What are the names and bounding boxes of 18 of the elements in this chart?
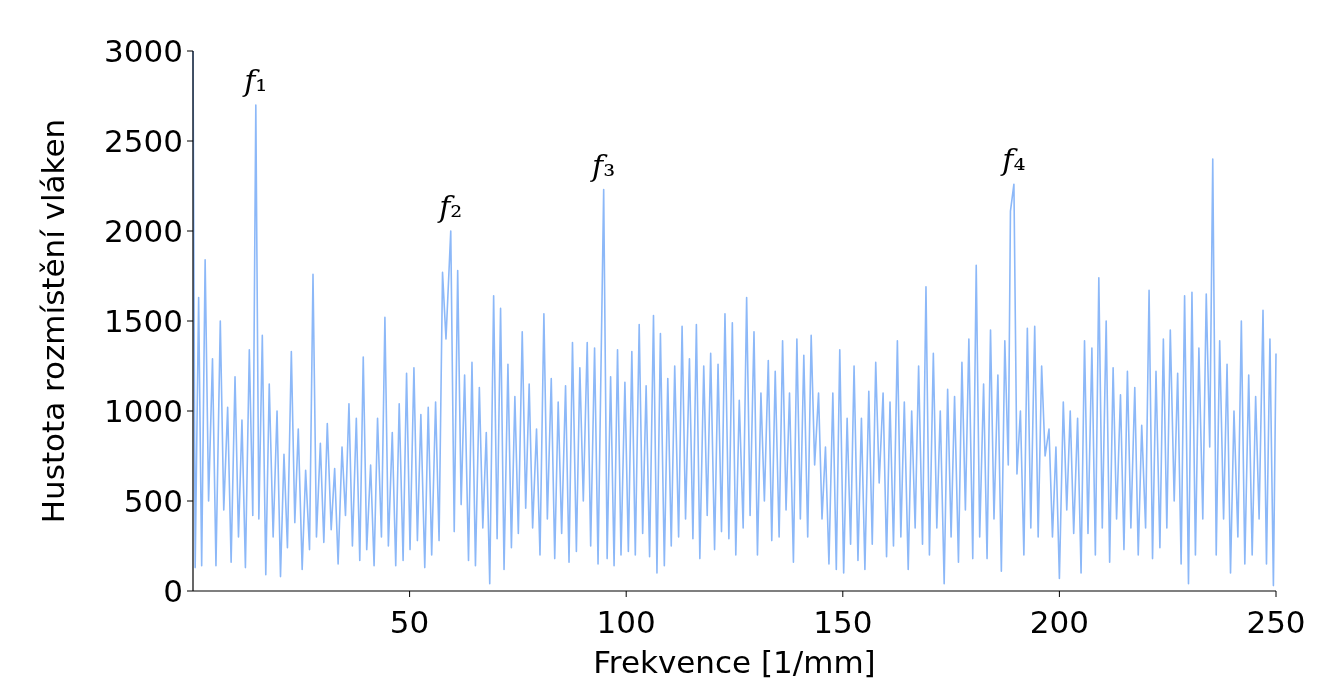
annotation: f₄ xyxy=(1000,142,1026,178)
y-axis-title: Hustota rozmístění vláken xyxy=(35,118,71,524)
x-tick-label: 150 xyxy=(813,604,873,640)
x-tick-label: 100 xyxy=(596,604,656,640)
y-tick-label: 3000 xyxy=(104,33,183,69)
x-tick-label: 50 xyxy=(389,604,430,640)
annotation: f₂ xyxy=(437,189,463,224)
x-axis-title: Frekvence [1/mm] xyxy=(593,644,876,680)
y-tick-label: 500 xyxy=(123,483,183,519)
annotation: f₃ xyxy=(590,147,616,183)
y-tick-label: 0 xyxy=(163,573,183,609)
x-tick-label: 200 xyxy=(1029,604,1089,640)
x-tick-label: 250 xyxy=(1246,604,1306,640)
y-tick-label: 1500 xyxy=(104,303,183,339)
annotation: f₁ xyxy=(242,63,268,98)
y-tick-label: 2000 xyxy=(104,213,183,249)
y-tick-label: 1000 xyxy=(104,393,183,429)
y-tick-label: 2500 xyxy=(104,123,183,159)
